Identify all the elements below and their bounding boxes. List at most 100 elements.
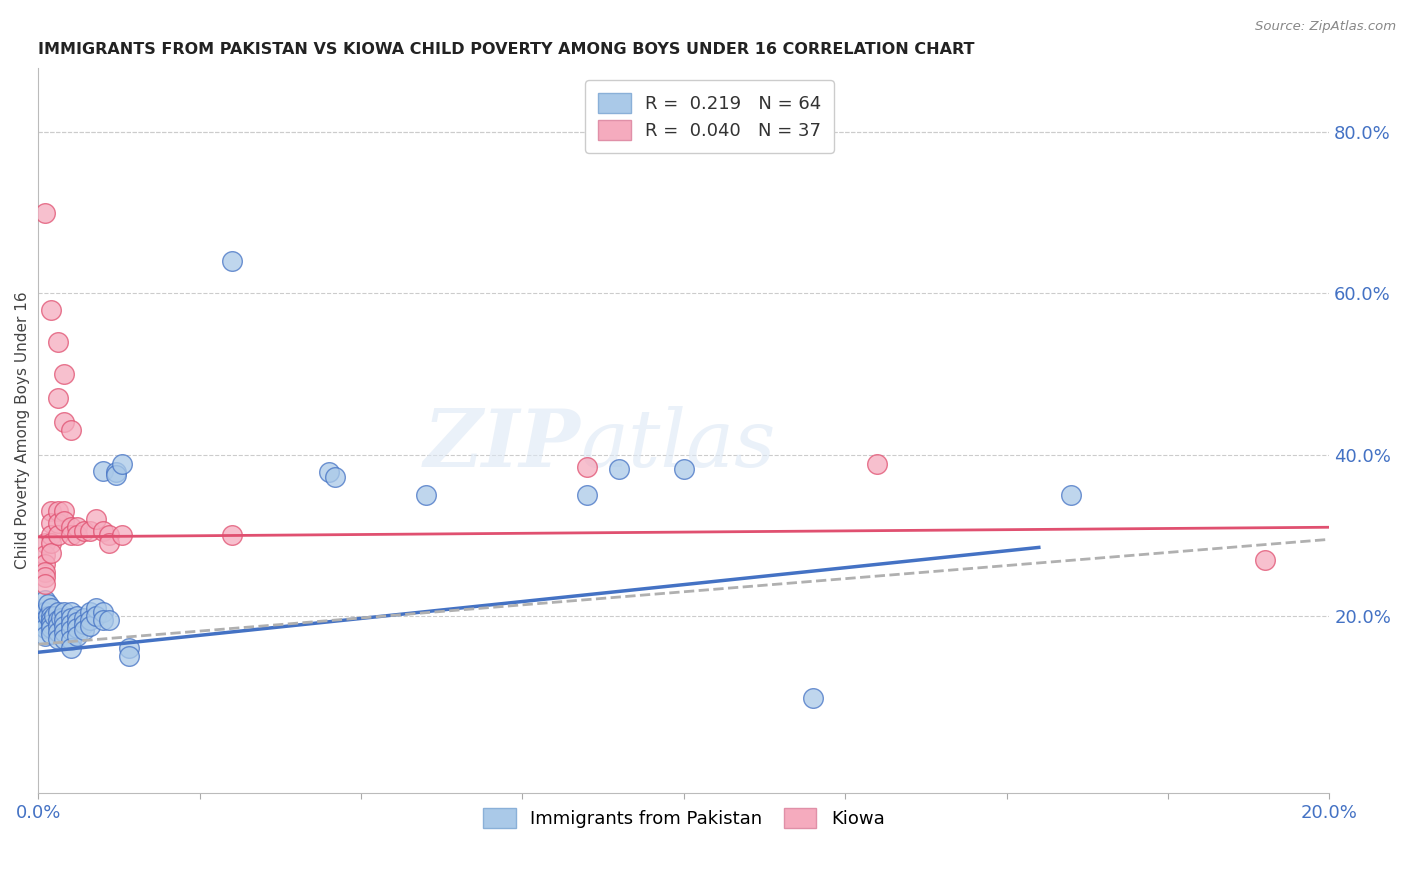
Point	[98, 536, 121, 550]
Point	[44, 609, 66, 624]
Point	[53, 613, 76, 627]
Point	[46, 632, 69, 646]
Text: ZIP: ZIP	[423, 406, 581, 483]
Point	[39, 626, 62, 640]
Point	[49, 610, 72, 624]
Point	[39, 613, 62, 627]
Point	[323, 470, 346, 484]
Point	[34, 565, 56, 579]
Point	[39, 516, 62, 531]
Point	[39, 617, 62, 632]
Point	[66, 621, 89, 635]
Point	[1254, 552, 1277, 566]
Point	[221, 528, 243, 542]
Point	[59, 633, 82, 648]
Point	[575, 459, 598, 474]
Point	[79, 605, 101, 619]
Point	[53, 605, 76, 619]
Point	[86, 512, 108, 526]
Point	[79, 524, 101, 539]
Point	[32, 613, 55, 627]
Point	[53, 618, 76, 632]
Point	[1060, 488, 1083, 502]
Point	[575, 488, 598, 502]
Legend: Immigrants from Pakistan, Kiowa: Immigrants from Pakistan, Kiowa	[475, 801, 891, 835]
Point	[34, 570, 56, 584]
Point	[672, 462, 695, 476]
Point	[53, 625, 76, 640]
Point	[79, 613, 101, 627]
Point	[59, 605, 82, 619]
Point	[98, 613, 121, 627]
Point	[37, 609, 59, 624]
Point	[46, 605, 69, 619]
Point	[59, 528, 82, 542]
Point	[34, 557, 56, 571]
Point	[39, 609, 62, 624]
Point	[72, 617, 94, 632]
Point	[59, 610, 82, 624]
Point	[34, 576, 56, 591]
Point	[53, 504, 76, 518]
Y-axis label: Child Poverty Among Boys Under 16: Child Poverty Among Boys Under 16	[15, 292, 30, 569]
Point	[31, 605, 53, 619]
Point	[72, 624, 94, 638]
Point	[607, 462, 630, 476]
Point	[91, 605, 114, 619]
Point	[66, 520, 89, 534]
Point	[37, 597, 59, 611]
Text: Source: ZipAtlas.com: Source: ZipAtlas.com	[1256, 20, 1396, 33]
Point	[111, 528, 134, 542]
Point	[59, 424, 82, 438]
Point	[318, 466, 340, 480]
Point	[91, 613, 114, 627]
Point	[34, 605, 56, 619]
Point	[34, 592, 56, 607]
Point	[86, 600, 108, 615]
Point	[34, 617, 56, 632]
Point	[46, 334, 69, 349]
Point	[118, 649, 141, 664]
Point	[72, 610, 94, 624]
Point	[34, 549, 56, 563]
Point	[59, 641, 82, 656]
Point	[866, 458, 889, 472]
Point	[53, 367, 76, 381]
Point	[415, 488, 437, 502]
Point	[111, 458, 134, 472]
Point	[59, 624, 82, 638]
Point	[46, 516, 69, 531]
Point	[79, 618, 101, 632]
Point	[46, 613, 69, 627]
Point	[118, 641, 141, 656]
Point	[46, 504, 69, 518]
Point	[66, 629, 89, 643]
Point	[39, 600, 62, 615]
Point	[66, 528, 89, 542]
Point	[801, 691, 824, 706]
Point	[98, 528, 121, 542]
Point	[39, 528, 62, 542]
Point	[66, 615, 89, 630]
Point	[34, 621, 56, 635]
Text: atlas: atlas	[581, 406, 776, 483]
Point	[86, 609, 108, 624]
Point	[34, 629, 56, 643]
Point	[53, 416, 76, 430]
Point	[91, 464, 114, 478]
Point	[104, 466, 127, 480]
Point	[66, 609, 89, 624]
Point	[104, 467, 127, 482]
Point	[46, 625, 69, 640]
Point	[59, 520, 82, 534]
Point	[221, 254, 243, 268]
Point	[53, 514, 76, 528]
Point	[34, 613, 56, 627]
Point	[39, 504, 62, 518]
Point	[39, 302, 62, 317]
Point	[39, 546, 62, 560]
Point	[53, 632, 76, 646]
Point	[34, 206, 56, 220]
Text: IMMIGRANTS FROM PAKISTAN VS KIOWA CHILD POVERTY AMONG BOYS UNDER 16 CORRELATION : IMMIGRANTS FROM PAKISTAN VS KIOWA CHILD …	[38, 42, 974, 57]
Point	[39, 621, 62, 635]
